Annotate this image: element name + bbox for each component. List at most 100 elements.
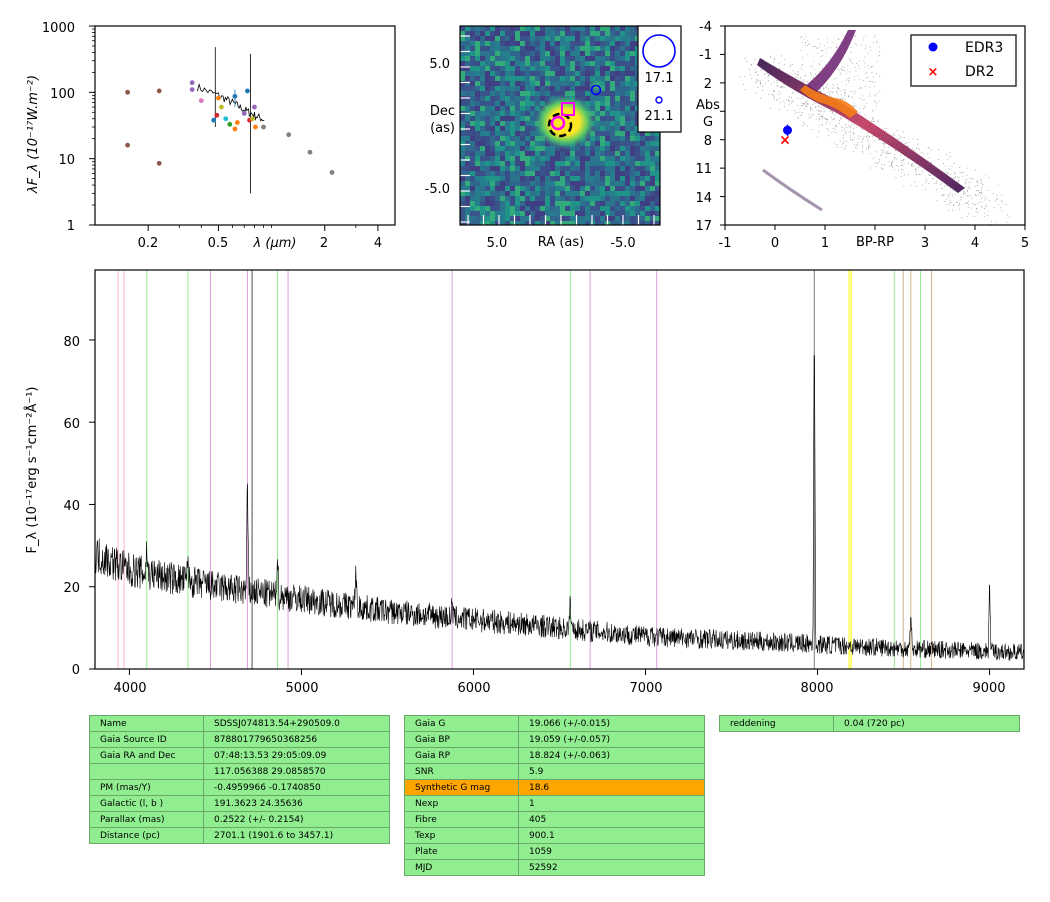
image-pixel: [485, 61, 490, 66]
image-pixel: [625, 171, 630, 176]
image-pixel: [550, 86, 555, 91]
image-pixel: [500, 216, 505, 221]
hr-field-star: [812, 104, 814, 106]
image-pixel: [600, 56, 605, 61]
spectrum-ylabel: F_λ (10⁻¹⁷erg s⁻¹cm⁻²Å⁻¹): [24, 387, 40, 554]
hr-field-star: [883, 127, 885, 129]
image-pixel: [485, 216, 490, 221]
image-pixel: [570, 61, 575, 66]
hr-field-star: [984, 212, 986, 214]
hr-field-star: [871, 117, 873, 119]
image-pixel: [485, 121, 490, 126]
image-pixel: [575, 181, 580, 186]
hr-field-star: [862, 128, 864, 130]
hr-field-star: [968, 186, 970, 188]
hr-field-star: [808, 44, 810, 46]
image-pixel: [485, 211, 490, 216]
image-pixel: [510, 221, 515, 225]
image-pixel: [595, 36, 600, 41]
image-pixel: [495, 66, 500, 71]
hr-field-star: [858, 79, 860, 81]
hr-field-star: [838, 69, 840, 71]
image-pixel: [480, 131, 485, 136]
image-pixel: [640, 161, 645, 166]
hr-field-star: [837, 86, 839, 88]
hr-field-star: [891, 164, 893, 166]
hr-field-star: [804, 108, 806, 110]
hr-field-star: [902, 169, 904, 171]
sed-point: [189, 87, 195, 92]
hr-field-star: [902, 131, 904, 133]
hr-field-star: [965, 180, 967, 182]
hr-field-star: [824, 93, 826, 95]
hr-field-star: [848, 120, 850, 122]
image-pixel: [480, 136, 485, 141]
image-pixel: [490, 221, 495, 225]
image-pixel: [630, 171, 635, 176]
hr-field-star: [866, 148, 868, 150]
image-pixel: [605, 131, 610, 136]
image-pixel: [485, 66, 490, 71]
image-pixel: [610, 106, 615, 111]
image-pixel: [555, 181, 560, 186]
image-pixel: [465, 56, 470, 61]
image-pixel: [500, 111, 505, 116]
hr-field-star: [969, 195, 971, 197]
image-pixel: [535, 186, 540, 191]
hr-field-star: [853, 133, 855, 135]
image-pixel: [575, 46, 580, 51]
hr-field-star: [844, 93, 846, 95]
legend-faint-marker: [655, 96, 663, 104]
image-pixel: [610, 36, 615, 41]
image-pixel: [610, 131, 615, 136]
image-pixel: [470, 216, 475, 221]
hr-field-star: [919, 149, 921, 151]
hr-field-star: [995, 222, 997, 224]
hr-field-star: [784, 58, 786, 60]
image-pixel: [480, 116, 485, 121]
image-pixel: [530, 86, 535, 91]
hr-field-star: [844, 147, 846, 149]
image-pixel: [555, 171, 560, 176]
image-pixel: [630, 86, 635, 91]
hr-field-star: [833, 117, 835, 119]
hr-field-star: [988, 177, 990, 179]
hr-field-star: [918, 165, 920, 167]
image-pixel: [595, 166, 600, 171]
image-pixel: [490, 186, 495, 191]
image-pixel: [590, 61, 595, 66]
image-pixel: [535, 206, 540, 211]
image-pixel: [560, 46, 565, 51]
image-pixel: [535, 56, 540, 61]
image-pixel: [630, 191, 635, 196]
sed-ylabel: λF_λ (10⁻¹⁷W.m⁻²): [26, 75, 41, 194]
image-pixel: [615, 116, 620, 121]
hr-field-star: [976, 180, 978, 182]
hr-field-star: [959, 171, 961, 173]
hr-field-star: [901, 140, 903, 142]
table-value: 0.04 (720 pc): [833, 715, 1020, 732]
image-pixel: [485, 36, 490, 41]
image-pixel: [505, 206, 510, 211]
image-pixel: [535, 41, 540, 46]
image-pixel: [475, 136, 480, 141]
image-pixel: [580, 191, 585, 196]
image-pixel: [600, 91, 605, 96]
image-pixel: [550, 81, 555, 86]
hr-field-star: [919, 174, 921, 176]
image-pixel: [470, 116, 475, 121]
image-pixel: [500, 146, 505, 151]
image-pixel: [525, 131, 530, 136]
hr-field-star: [826, 83, 828, 85]
hr-field-star: [892, 161, 894, 163]
hr-field-star: [874, 85, 876, 87]
image-pixel: [605, 41, 610, 46]
image-pixel: [475, 96, 480, 101]
hr-field-star: [780, 92, 782, 94]
hr-field-star: [879, 90, 881, 92]
image-pixel: [585, 91, 590, 96]
image-pixel: [560, 61, 565, 66]
image-pixel: [615, 71, 620, 76]
hr-field-star: [903, 159, 905, 161]
image-pixel: [640, 166, 645, 171]
